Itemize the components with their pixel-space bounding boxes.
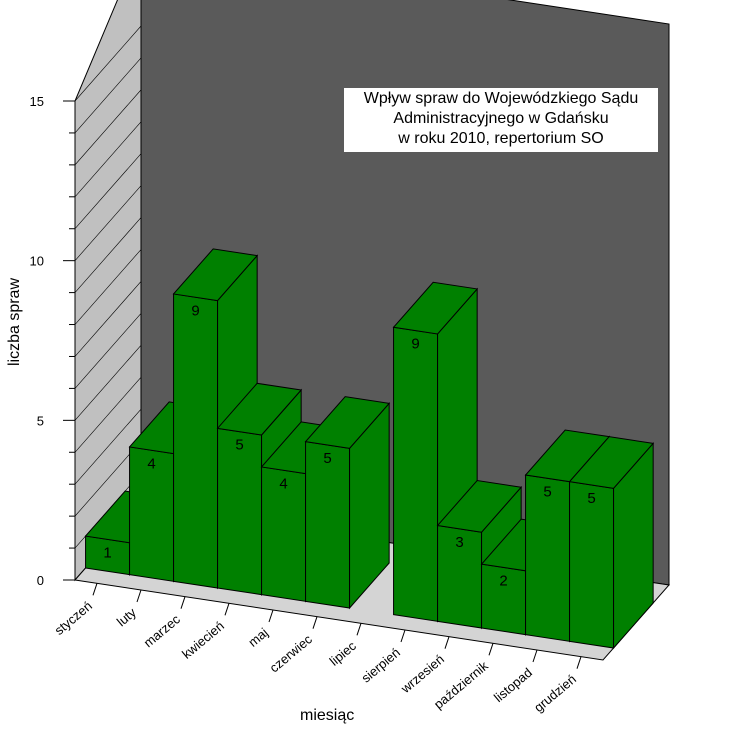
grid-line <box>74 377 142 453</box>
x-tick-label: sierpień <box>358 645 403 686</box>
chart-title-line-2: Administracyjnego w Gdańsku <box>393 110 609 127</box>
data-label: 5 <box>587 490 595 507</box>
grid-line <box>74 313 142 389</box>
bar-top <box>392 281 479 335</box>
x-tick <box>136 589 142 603</box>
x-tick <box>224 603 230 616</box>
x-tick-label: styczeń <box>52 598 95 638</box>
y-tick-label: 15 <box>30 94 44 109</box>
chart-title-line-3: w roku 2010, repertorium SO <box>398 130 604 147</box>
chart-title-line-1: Wpływ spraw do Wojewódzkiego Sądu <box>363 90 639 107</box>
grid-line <box>74 185 142 261</box>
x-tick <box>312 616 318 629</box>
chart-title: Wpływ spraw do Wojewódzkiego Sądu Admini… <box>344 88 658 152</box>
x-tick <box>400 629 406 643</box>
data-label: 5 <box>235 437 243 454</box>
x-axis-label: miesiąc <box>300 707 355 724</box>
bar-top <box>568 436 655 489</box>
y-tick-label: 0 <box>37 573 44 588</box>
data-label: 2 <box>499 572 507 589</box>
x-tick-label: marzec <box>141 611 184 650</box>
grid-line <box>74 217 142 293</box>
x-tick <box>268 609 274 623</box>
x-tick-label: maj <box>245 625 271 650</box>
x-tick-label: czerwiec <box>267 631 316 675</box>
data-label: 5 <box>543 483 551 500</box>
data-label: 1 <box>103 544 111 561</box>
grid-line <box>74 249 142 325</box>
data-label: 9 <box>411 336 419 353</box>
data-label: 3 <box>455 534 463 551</box>
x-tick <box>356 623 362 636</box>
grid-line <box>74 25 142 102</box>
y-tick-label: 10 <box>30 254 44 269</box>
bar-top <box>172 248 259 302</box>
bar-top <box>304 396 391 449</box>
bar-11: 5 <box>568 436 655 650</box>
x-tick <box>488 643 494 656</box>
data-label: 4 <box>147 455 155 472</box>
grid-line <box>74 409 142 485</box>
x-tick-label: grudzień <box>531 671 579 715</box>
x-tick-label: kwiecień <box>179 618 227 662</box>
x-tick <box>532 649 538 663</box>
bar-top <box>436 479 523 533</box>
grid-line <box>74 89 142 166</box>
x-tick-label: wrzesień <box>397 651 447 696</box>
grid-line <box>74 281 142 357</box>
data-label: 9 <box>191 302 199 319</box>
grid-line <box>74 121 142 197</box>
y-axis-label: liczba spraw <box>6 277 23 367</box>
bar-front <box>393 326 439 622</box>
x-tick <box>444 636 450 649</box>
bar-top <box>216 382 303 436</box>
grid-line <box>74 345 142 421</box>
y-tick-label: 5 <box>37 413 44 428</box>
data-label: 4 <box>279 475 287 492</box>
grid-line <box>74 153 142 229</box>
data-label: 5 <box>323 450 331 467</box>
x-tick <box>92 583 98 596</box>
x-tick-label: lipiec <box>327 638 360 669</box>
x-tick <box>180 596 186 609</box>
bar-front <box>173 293 219 589</box>
x-tick-label: listopad <box>491 665 535 705</box>
x-tick-label: luty <box>114 604 140 629</box>
bar-5: 5 <box>304 396 391 610</box>
grid-line <box>74 57 142 134</box>
x-tick <box>576 656 582 669</box>
